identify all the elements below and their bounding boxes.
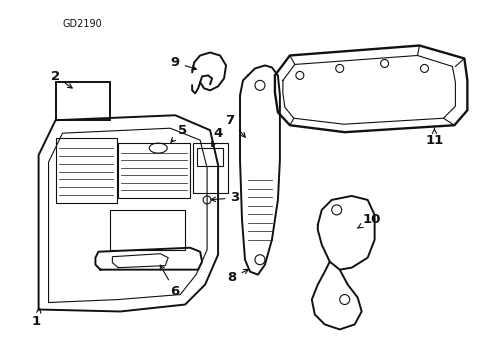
Text: 5: 5: [171, 124, 187, 142]
Text: GD2190: GD2190: [63, 19, 102, 29]
Bar: [193, 143, 228, 193]
Bar: [110, 210, 185, 250]
Bar: [119, 143, 190, 198]
Text: 2: 2: [51, 70, 72, 88]
Text: 7: 7: [225, 114, 245, 137]
Text: 4: 4: [212, 127, 222, 147]
Bar: [197, 148, 223, 166]
Text: 3: 3: [211, 192, 240, 204]
Text: 1: 1: [32, 309, 41, 328]
Text: 9: 9: [171, 56, 196, 70]
Text: 10: 10: [357, 213, 381, 228]
Bar: [55, 82, 110, 120]
Bar: [55, 138, 118, 203]
Text: 11: 11: [425, 128, 443, 147]
Text: 8: 8: [227, 269, 248, 284]
Text: 6: 6: [160, 265, 180, 298]
